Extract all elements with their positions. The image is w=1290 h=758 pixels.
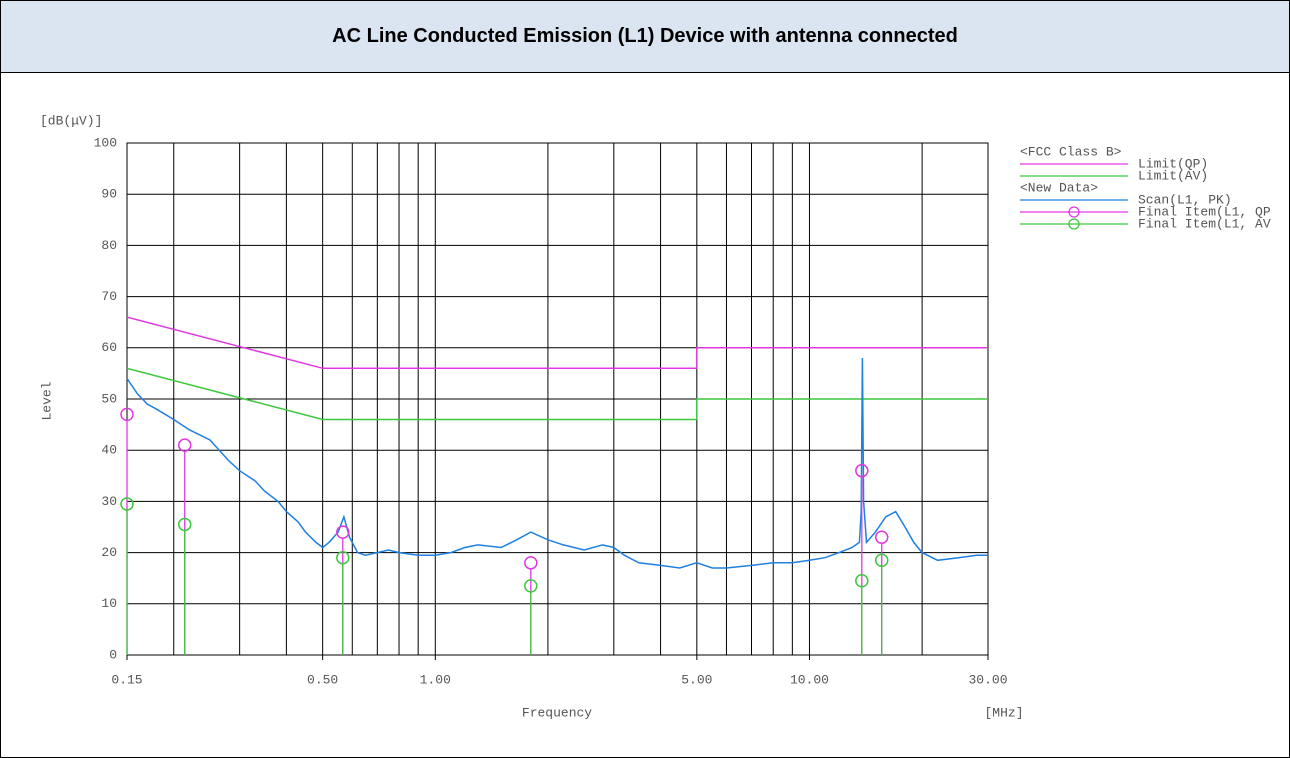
x-tick-label: 1.00 [420, 672, 451, 687]
y-tick-label: 80 [101, 238, 117, 253]
x-tick-label: 0.15 [111, 672, 142, 687]
marker [524, 556, 538, 570]
x-tick-label: 10.00 [790, 672, 829, 687]
x-axis-label: Frequency [522, 705, 592, 720]
y-tick-label: 40 [101, 443, 117, 458]
marker [874, 553, 889, 568]
y-tick-label: 10 [101, 596, 117, 611]
x-unit: [MHz] [984, 705, 1023, 720]
marker [874, 530, 889, 544]
marker [855, 463, 869, 478]
marker [177, 438, 192, 452]
marker [855, 574, 869, 588]
legend-label: Final Item(L1, QP [1138, 204, 1271, 219]
y-tick-label: 30 [101, 494, 117, 509]
y-tick-label: 60 [101, 340, 117, 355]
marker [120, 497, 134, 511]
legend-label: Final Item(L1, AV [1138, 216, 1271, 231]
marker [120, 407, 134, 422]
y-tick-label: 50 [101, 391, 117, 406]
header-title: AC Line Conducted Emission (L1) Device w… [1, 1, 1289, 73]
y-axis-label: Level [39, 381, 54, 420]
marker [524, 579, 538, 593]
legend-marker [1068, 218, 1080, 230]
legend-label: Limit(QP) [1138, 156, 1208, 171]
marker [336, 550, 350, 565]
legend-label: Limit(AV) [1138, 168, 1208, 183]
y-unit: [dB(μV)] [40, 113, 102, 128]
legend-marker [1068, 206, 1080, 218]
marker [177, 517, 192, 532]
marker [336, 525, 350, 539]
y-tick-label: 20 [101, 545, 117, 560]
y-tick-label: 70 [101, 289, 117, 304]
series-line [126, 367, 988, 421]
x-tick-label: 5.00 [681, 672, 712, 687]
legend-header: <New Data> [1020, 180, 1098, 195]
x-tick-label: 0.50 [307, 672, 338, 687]
y-tick-label: 0 [109, 647, 117, 662]
y-tick-label: 90 [101, 187, 117, 202]
chart: [dB(μV)] Level Frequency [MHz] 0 10 20 30 40… [39, 113, 1271, 720]
x-tick-label: 30.00 [968, 672, 1007, 687]
series-line [126, 357, 988, 569]
series-line [126, 316, 988, 370]
legend-label: Scan(L1, PK) [1138, 192, 1232, 207]
y-tick-label: 100 [94, 135, 117, 150]
legend-header: <FCC Class B> [1020, 144, 1122, 159]
